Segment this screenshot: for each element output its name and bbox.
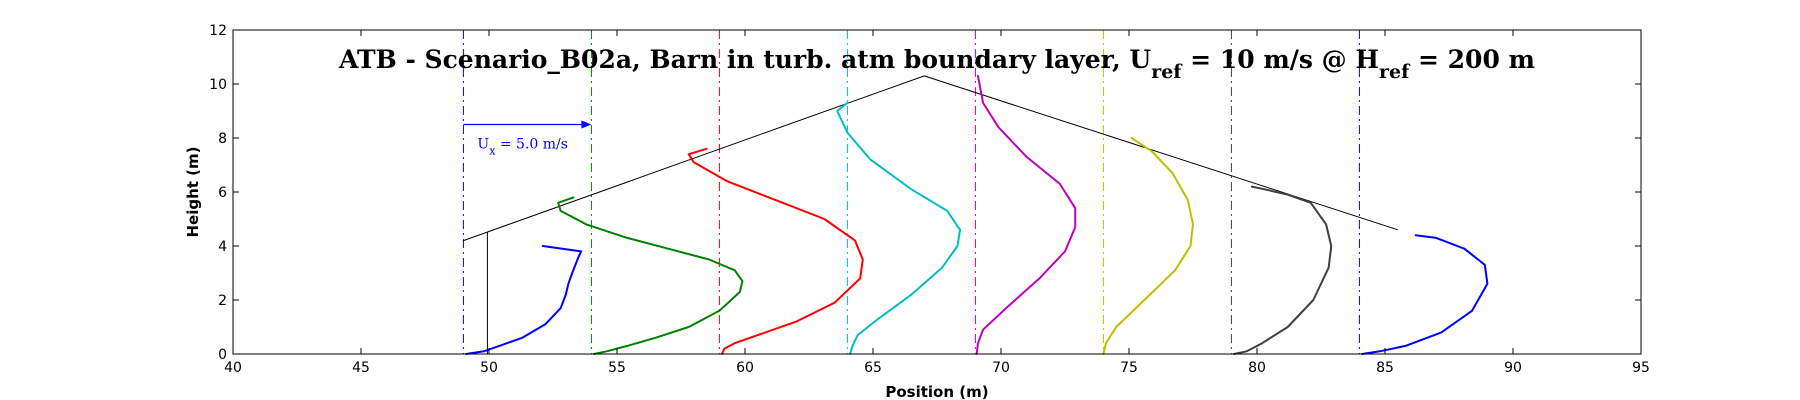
y-tick-label: 12 [209,23,227,39]
scale-arrow: Ux = 5.0 m/s [463,120,592,158]
barn-roof-line [924,75,1398,231]
velocity-profile-line [1360,234,1489,355]
velocity-profile-line [1232,185,1333,355]
velocity-profile-line [557,196,744,355]
y-tick-label: 2 [218,293,227,309]
x-tick-label: 45 [352,360,370,376]
reference-lines [462,30,1360,354]
x-tick-label: 95 [1632,360,1650,376]
velocity-profile-line [836,101,962,355]
x-tick-label: 70 [992,360,1010,376]
velocity-profile-line [687,147,864,355]
x-tick-label: 60 [736,360,754,376]
y-tick-label: 4 [218,239,227,255]
y-tick-label: 10 [209,77,227,93]
x-tick-label: 80 [1248,360,1266,376]
velocity-profile-line [464,245,583,355]
x-tick-label: 85 [1376,360,1394,376]
x-axis-title: Position (m) [885,383,988,400]
plot-area-background [233,30,1641,354]
scale-arrow-head [581,120,592,129]
y-axis-title: Height (m) [184,146,202,237]
x-tick-label: 75 [1120,360,1138,376]
scale-arrow-label: Ux = 5.0 m/s [477,137,568,158]
y-tick-label: 0 [218,347,227,363]
x-tick-label: 40 [224,360,242,376]
y-tick-label: 6 [218,185,227,201]
chart-title: ATB - Scenario_B02a, Barn in turb. atm b… [338,45,1535,83]
y-tick-label: 8 [218,131,227,147]
velocity-profile-line [975,74,1077,355]
x-tick-label: 50 [480,360,498,376]
axes: 40 45 50 55 60 65 70 75 80 85 90 95 0 2 4 6 8 10 12 [209,23,1650,376]
x-tick-label: 90 [1504,360,1522,376]
velocity-profile-line [1102,137,1194,355]
x-tick-label: 55 [608,360,626,376]
x-tick-label: 65 [864,360,882,376]
velocity-profiles [464,74,1489,355]
